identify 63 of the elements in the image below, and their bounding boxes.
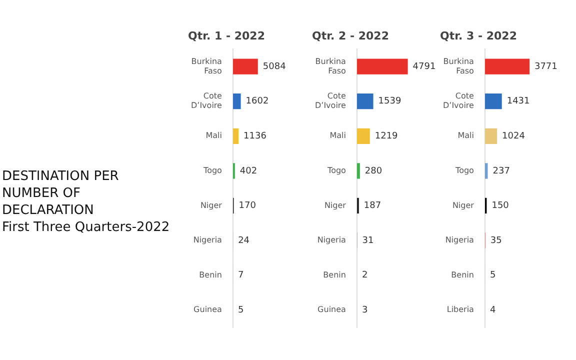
y-tick-label: Mali: [206, 131, 222, 140]
data-label: 1219: [374, 131, 398, 142]
data-label: 1024: [502, 131, 526, 142]
bar: [232, 128, 239, 144]
y-tick-label: Guinea: [318, 305, 346, 314]
y-tick-label: Burkina Faso: [443, 56, 474, 76]
bar: [356, 128, 370, 144]
y-tick-label: Mali: [458, 131, 474, 140]
y-tick-label: Niger: [324, 200, 347, 210]
bar: [484, 94, 502, 110]
y-tick-label: Benin: [199, 270, 222, 280]
data-label: 3771: [534, 62, 558, 72]
bar: [484, 58, 530, 74]
data-label: 4: [490, 305, 496, 316]
data-label: 2: [362, 270, 368, 281]
chart-title: Qtr. 1 - 2022: [188, 29, 265, 42]
bar: [356, 94, 374, 110]
data-label: 150: [492, 201, 510, 212]
y-tick-label: Nigeria: [317, 236, 346, 245]
data-label: 237: [492, 166, 510, 176]
data-label: 31: [362, 236, 374, 246]
data-label: 170: [238, 201, 256, 212]
data-label: 24: [238, 236, 250, 246]
data-label: 402: [240, 166, 258, 176]
y-tick-label: Togo: [202, 166, 222, 175]
data-label: 5084: [262, 62, 286, 72]
data-label: 280: [364, 166, 382, 176]
y-tick-label: Niger: [200, 200, 223, 210]
chart-title: Qtr. 2 - 2022: [312, 29, 389, 42]
data-label: 5: [490, 270, 496, 281]
data-label: 3: [362, 305, 368, 316]
data-label: 1431: [506, 96, 530, 107]
data-label: 7: [238, 270, 244, 281]
data-label: 1539: [378, 96, 402, 107]
y-tick-label: Burkina Faso: [191, 56, 222, 76]
data-label: 1602: [246, 96, 269, 107]
y-tick-label: Niger: [452, 200, 475, 210]
y-tick-label: Burkina Faso: [315, 56, 346, 76]
y-tick-label: Togo: [326, 166, 346, 175]
data-label: 5: [238, 305, 244, 316]
y-tick-label: Liberia: [446, 305, 474, 314]
bar: [232, 58, 258, 74]
y-tick-label: Cote D’Ivoire: [442, 92, 474, 110]
y-tick-label: Cote D’Ivoire: [190, 92, 222, 110]
y-tick-label: Cote D’Ivoire: [314, 92, 346, 110]
y-tick-label: Togo: [454, 166, 474, 175]
y-tick-label: Nigeria: [193, 236, 222, 245]
text: First Three Quarters-2022: [2, 219, 171, 236]
chart-title: Qtr. 3 - 2022: [440, 29, 517, 42]
y-tick-label: Nigeria: [445, 236, 474, 245]
bar: [356, 163, 360, 179]
data-label: 1136: [244, 131, 267, 142]
y-tick-label: Mali: [330, 131, 346, 140]
y-tick-label: Benin: [323, 270, 346, 280]
data-label: 35: [490, 236, 502, 246]
y-tick-label: Benin: [451, 270, 474, 280]
bar: [232, 94, 241, 110]
y-tick-label: Guinea: [194, 305, 222, 314]
bar: [356, 58, 408, 74]
bar: [484, 128, 498, 144]
data-label: 187: [364, 201, 382, 212]
text: DESTINATION PER NUMBER OF DECLARATION: [2, 168, 120, 219]
data-label: 4791: [412, 62, 436, 72]
